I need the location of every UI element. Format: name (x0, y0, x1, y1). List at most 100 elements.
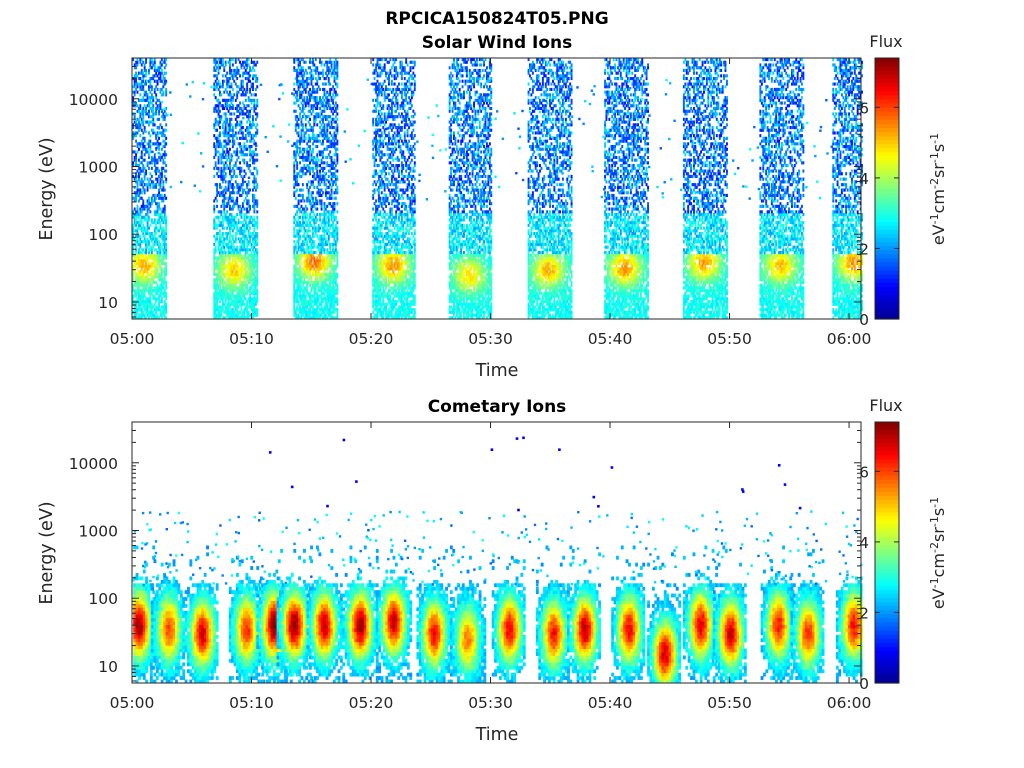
flux-cell (247, 77, 250, 81)
flux-cell (377, 272, 380, 276)
flux-cell (229, 245, 231, 249)
flux-cell (326, 259, 329, 263)
flux-cell (317, 71, 320, 75)
flux-cell (142, 109, 145, 113)
flux-cell (243, 145, 246, 149)
flux-cell (332, 98, 335, 102)
flux-cell (231, 267, 234, 271)
flux-cell (322, 310, 324, 314)
flux-cell (246, 240, 249, 244)
flux-cell (322, 153, 324, 157)
flux-cell (140, 275, 143, 279)
flux-cell (373, 191, 376, 195)
flux-cell (313, 313, 316, 317)
flux-cell (239, 169, 242, 173)
flux-cell (307, 248, 310, 252)
flux-cell (143, 300, 146, 304)
flux-cell (376, 101, 379, 105)
flux-cell (243, 308, 246, 312)
flux-cell (135, 172, 138, 176)
flux-cell (296, 297, 299, 301)
flux-cell (334, 253, 337, 257)
flux-cell (313, 155, 316, 160)
flux-cell (256, 202, 259, 206)
flux-cell (146, 245, 149, 249)
flux-cell (145, 267, 148, 271)
flux-cell (140, 120, 143, 124)
flux-cell (249, 261, 252, 266)
flux-cell (221, 218, 224, 222)
flux-cell (243, 302, 246, 306)
flux-cell (293, 82, 296, 86)
flux-cell (229, 166, 231, 170)
flux-cell (229, 261, 231, 266)
flux-cell (376, 313, 379, 317)
flux-cell (240, 123, 243, 127)
flux-cell (300, 286, 303, 290)
flux-cell (307, 226, 310, 230)
flux-cell (233, 169, 236, 173)
flux-cell (320, 63, 323, 67)
flux-cell (149, 210, 152, 214)
flux-cell (304, 60, 307, 64)
flux-cell (153, 112, 156, 116)
flux-cell (226, 117, 229, 121)
flux-cell (230, 196, 233, 200)
flux-cell (229, 60, 231, 64)
flux-cell (375, 316, 378, 320)
flux-cell (231, 253, 234, 257)
flux-cell (132, 213, 135, 217)
flux-cell (303, 215, 306, 219)
flux-cell (217, 145, 220, 149)
flux-cell (142, 275, 145, 279)
flux-cell (229, 256, 231, 260)
flux-cell (249, 234, 252, 238)
flux-cell (253, 294, 256, 298)
flux-cell (375, 158, 378, 162)
flux-cell (227, 270, 230, 274)
flux-cell (303, 272, 306, 276)
flux-cell (320, 188, 323, 192)
flux-cell (327, 291, 330, 295)
flux-cell (247, 259, 250, 263)
flux-cell (135, 74, 138, 78)
flux-cell (227, 302, 230, 306)
flux-cell (243, 226, 246, 230)
flux-cell (299, 294, 302, 298)
flux-cell (330, 66, 333, 70)
flux-cell (216, 308, 219, 312)
flux-cell (227, 183, 230, 187)
flux-cell (143, 294, 146, 298)
flux-cell (323, 174, 326, 179)
flux-cell (306, 98, 309, 102)
flux-cell (230, 272, 233, 276)
flux-cell (219, 310, 221, 314)
flux-cell (236, 213, 239, 217)
flux-cell (231, 289, 234, 293)
flux-cell (219, 270, 221, 274)
flux-cell (309, 60, 312, 64)
flux-cell (304, 136, 307, 140)
flux-cell (217, 294, 220, 298)
flux-cell (323, 261, 326, 266)
flux-cell (153, 280, 156, 285)
flux-cell (312, 294, 314, 298)
flux-cell (250, 85, 253, 89)
flux-cell (293, 218, 296, 222)
flux-cell (373, 256, 376, 260)
flux-cell (140, 240, 143, 244)
flux-cell (133, 283, 136, 287)
flux-cell (319, 256, 322, 260)
flux-cell (145, 245, 148, 249)
flux-cell (317, 242, 320, 247)
flux-cell (310, 245, 313, 249)
flux-cell (253, 215, 256, 219)
flux-cell (155, 85, 158, 89)
flux-cell (143, 270, 146, 274)
flux-cell (312, 128, 314, 132)
flux-cell (152, 193, 155, 198)
flux-cell (330, 204, 333, 208)
flux-cell (140, 316, 143, 320)
flux-cell (303, 242, 306, 247)
flux-cell (317, 183, 320, 187)
